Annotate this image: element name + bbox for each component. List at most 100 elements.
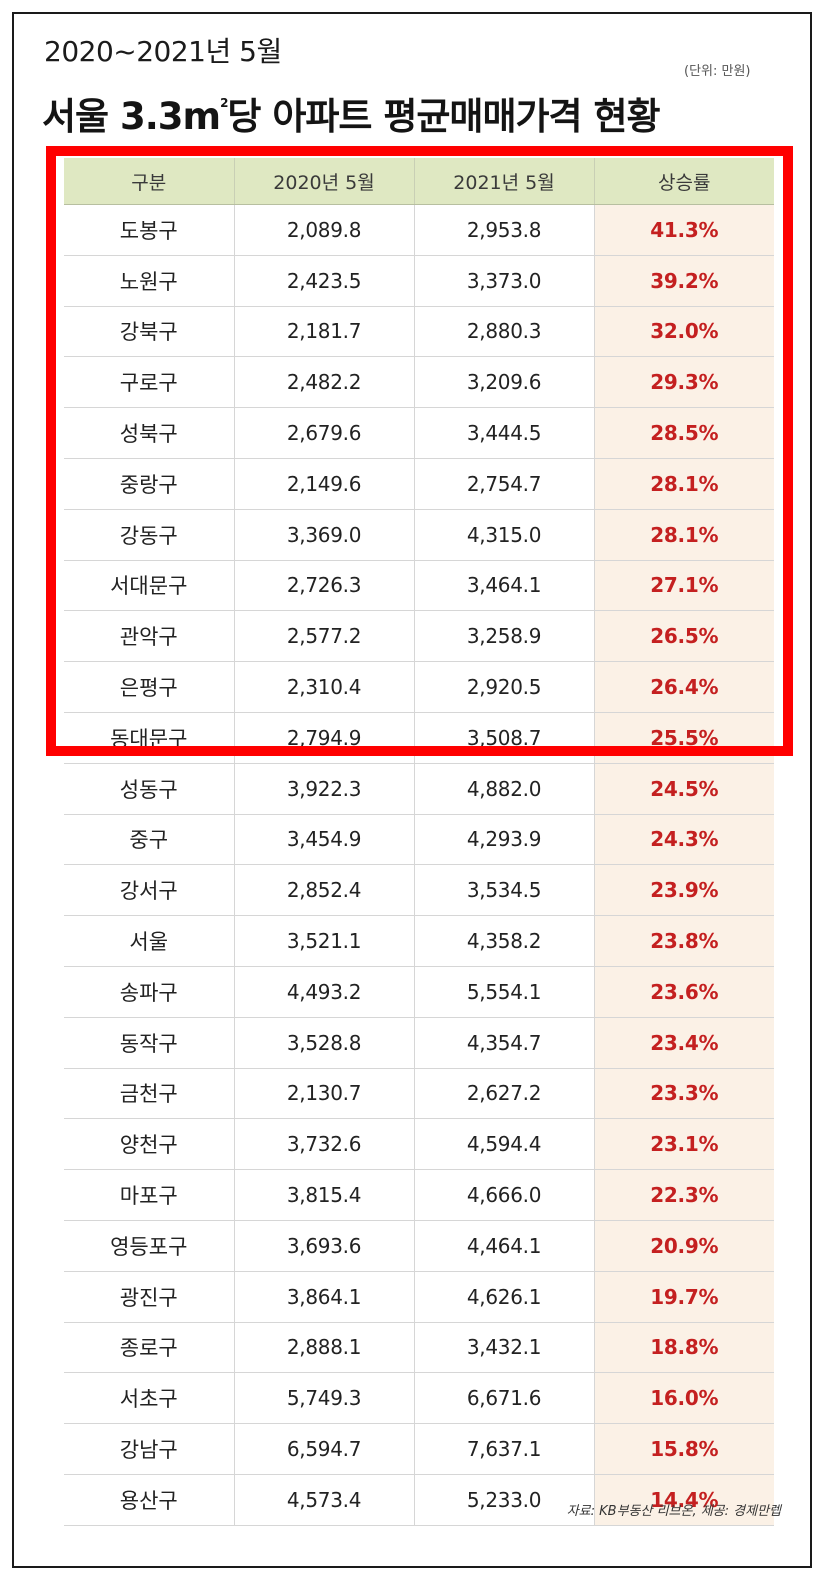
rate-cell: 26.4% <box>594 661 774 713</box>
rate-cell: 25.5% <box>594 712 774 764</box>
district-cell: 강남구 <box>64 1423 235 1475</box>
district-cell: 영등포구 <box>64 1220 235 1272</box>
price-2020-cell: 2,794.9 <box>234 712 415 764</box>
table-row: 성동구 3,922.3 4,882.0 24.5% <box>64 763 774 815</box>
district-cell: 광진구 <box>64 1271 235 1323</box>
price-2021-cell: 3,508.7 <box>414 712 595 764</box>
price-2021-cell: 3,373.0 <box>414 255 595 307</box>
price-2021-cell: 2,754.7 <box>414 458 595 510</box>
district-cell: 성북구 <box>64 407 235 459</box>
column-header-2020: 2020년 5월 <box>234 158 415 205</box>
title-part-2: 당 아파트 평균매매가격 현황 <box>227 95 660 138</box>
price-2021-cell: 6,671.6 <box>414 1372 595 1425</box>
rate-cell: 14.4% <box>594 1474 774 1526</box>
district-cell: 동작구 <box>64 1017 235 1069</box>
price-2021-cell: 2,953.8 <box>414 204 595 256</box>
price-2021-cell: 3,432.1 <box>414 1322 595 1374</box>
rate-cell: 29.3% <box>594 356 774 409</box>
price-2020-cell: 3,864.1 <box>234 1271 415 1323</box>
price-2021-cell: 5,233.0 <box>414 1474 595 1526</box>
rate-cell: 32.0% <box>594 306 774 358</box>
district-cell: 관악구 <box>64 610 235 663</box>
district-cell: 서대문구 <box>64 560 235 612</box>
table-row: 강서구 2,852.4 3,534.5 23.9% <box>64 864 774 917</box>
district-cell: 도봉구 <box>64 204 235 256</box>
price-2020-cell: 2,888.1 <box>234 1322 415 1374</box>
district-cell: 강동구 <box>64 509 235 561</box>
price-2021-cell: 2,627.2 <box>414 1068 595 1120</box>
district-cell: 성동구 <box>64 763 235 815</box>
price-2020-cell: 2,482.2 <box>234 356 415 409</box>
price-2021-cell: 2,880.3 <box>414 306 595 358</box>
district-cell: 동대문구 <box>64 712 235 764</box>
price-2020-cell: 6,594.7 <box>234 1423 415 1475</box>
rate-cell: 39.2% <box>594 255 774 307</box>
column-header-2021: 2021년 5월 <box>414 158 595 205</box>
price-2021-cell: 4,315.0 <box>414 509 595 561</box>
price-2020-cell: 2,130.7 <box>234 1068 415 1120</box>
price-2021-cell: 3,534.5 <box>414 864 595 917</box>
price-2021-cell: 4,594.4 <box>414 1118 595 1171</box>
price-2020-cell: 4,493.2 <box>234 966 415 1018</box>
rate-cell: 18.8% <box>594 1322 774 1374</box>
price-2021-cell: 3,209.6 <box>414 356 595 409</box>
table-row: 성북구 2,679.6 3,444.5 28.5% <box>64 407 774 459</box>
title-superscript: 2 <box>220 96 228 110</box>
price-2020-cell: 2,679.6 <box>234 407 415 459</box>
table-row: 송파구 4,493.2 5,554.1 23.6% <box>64 966 774 1018</box>
table-row: 영등포구 3,693.6 4,464.1 20.9% <box>64 1220 774 1272</box>
district-cell: 양천구 <box>64 1118 235 1171</box>
table-row: 마포구 3,815.4 4,666.0 22.3% <box>64 1169 774 1221</box>
rate-cell: 16.0% <box>594 1372 774 1425</box>
price-2020-cell: 2,423.5 <box>234 255 415 307</box>
table-row: 중랑구 2,149.6 2,754.7 28.1% <box>64 458 774 510</box>
rate-cell: 23.6% <box>594 966 774 1018</box>
rate-cell: 20.9% <box>594 1220 774 1272</box>
column-header-rate: 상승률 <box>594 158 774 205</box>
price-2020-cell: 2,149.6 <box>234 458 415 510</box>
price-2020-cell: 3,732.6 <box>234 1118 415 1171</box>
rate-cell: 28.1% <box>594 509 774 561</box>
rate-cell: 27.1% <box>594 560 774 612</box>
price-2020-cell: 3,693.6 <box>234 1220 415 1272</box>
district-cell: 구로구 <box>64 356 235 409</box>
district-cell: 용산구 <box>64 1474 235 1526</box>
table-row: 금천구 2,130.7 2,627.2 23.3% <box>64 1068 774 1120</box>
price-2021-cell: 4,293.9 <box>414 814 595 866</box>
source-note: 자료: KB부동산 리브온, 제공: 경제만렙 <box>566 1504 781 1519</box>
table-row: 구로구 2,482.2 3,209.6 29.3% <box>64 356 774 409</box>
rate-cell: 24.3% <box>594 814 774 866</box>
price-2021-cell: 3,258.9 <box>414 610 595 663</box>
price-2021-cell: 4,464.1 <box>414 1220 595 1272</box>
price-2020-cell: 2,852.4 <box>234 864 415 917</box>
price-2021-cell: 4,354.7 <box>414 1017 595 1069</box>
table-row: 양천구 3,732.6 4,594.4 23.1% <box>64 1118 774 1171</box>
price-2021-cell: 5,554.1 <box>414 966 595 1018</box>
period-subtitle: 2020~2021년 5월 <box>44 35 282 68</box>
district-cell: 마포구 <box>64 1169 235 1221</box>
district-cell: 종로구 <box>64 1322 235 1374</box>
rate-cell: 23.1% <box>594 1118 774 1171</box>
district-cell: 중랑구 <box>64 458 235 510</box>
price-2021-cell: 3,464.1 <box>414 560 595 612</box>
price-2020-cell: 3,815.4 <box>234 1169 415 1221</box>
table-row: 동작구 3,528.8 4,354.7 23.4% <box>64 1017 774 1069</box>
price-2020-cell: 3,521.1 <box>234 915 415 967</box>
price-2020-cell: 2,181.7 <box>234 306 415 358</box>
price-2020-cell: 3,454.9 <box>234 814 415 866</box>
district-cell: 서초구 <box>64 1372 235 1425</box>
table-header-row: 구분 2020년 5월 2021년 5월 상승률 <box>64 158 774 205</box>
price-2021-cell: 4,882.0 <box>414 763 595 815</box>
district-cell: 중구 <box>64 814 235 866</box>
district-cell: 금천구 <box>64 1068 235 1120</box>
price-2021-cell: 3,444.5 <box>414 407 595 459</box>
rate-cell: 23.9% <box>594 864 774 917</box>
rate-cell: 41.3% <box>594 204 774 256</box>
district-cell: 강북구 <box>64 306 235 358</box>
price-2020-cell: 5,749.3 <box>234 1372 415 1425</box>
rate-cell: 26.5% <box>594 610 774 663</box>
column-header-district: 구분 <box>64 158 235 205</box>
title-part-1: 서울 3.3m <box>42 95 221 138</box>
price-2020-cell: 2,310.4 <box>234 661 415 713</box>
price-2021-cell: 4,358.2 <box>414 915 595 967</box>
